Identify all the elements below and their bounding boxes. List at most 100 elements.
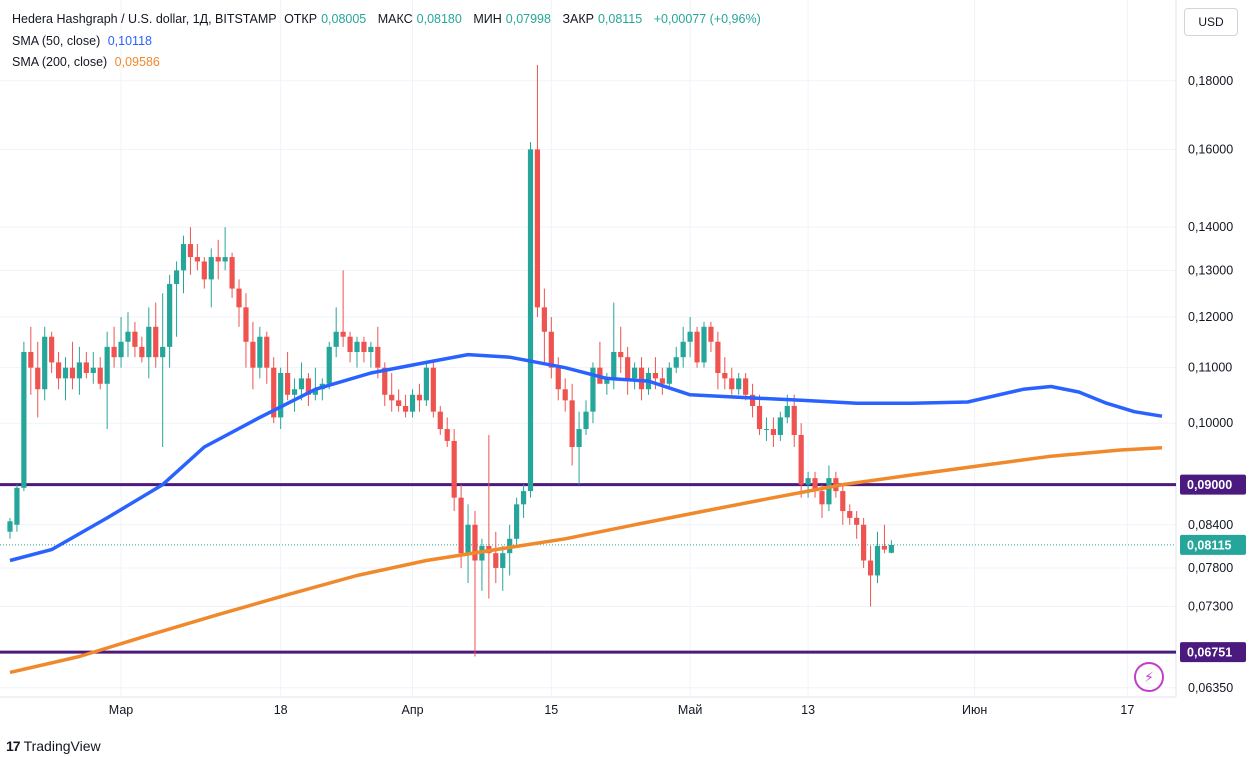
candle-body (42, 336, 48, 390)
candle-body (28, 351, 34, 368)
candle-body (402, 405, 409, 412)
horizontal-levels[interactable] (0, 483, 1176, 654)
candle-body (562, 389, 568, 401)
candle-body (590, 367, 596, 412)
candle-body (583, 411, 589, 430)
candle-body (687, 331, 693, 342)
candle-body (527, 149, 534, 492)
candle-body (139, 346, 145, 358)
candle-body (694, 331, 700, 363)
price-tick-label: 0,07300 (1188, 600, 1233, 614)
legend-sma200[interactable]: SMA (200, close) 0,09586 (12, 55, 164, 69)
candle-body (167, 283, 173, 347)
candle-body (340, 331, 346, 337)
time-tick-label: 13 (801, 703, 815, 717)
candle-body (180, 244, 187, 271)
open-value: 0,08005 (321, 12, 367, 26)
candle-body (111, 346, 117, 358)
candle-body (784, 405, 790, 418)
candle-body (409, 394, 416, 412)
high-label: МАКС (377, 12, 413, 26)
candle-body (458, 497, 464, 554)
candle-body (618, 351, 624, 358)
price-tick-label: 0,14000 (1188, 220, 1233, 234)
candle-body (354, 341, 360, 352)
close-label: ЗАКР (562, 12, 594, 26)
candle-body (208, 257, 214, 280)
candle-body (743, 378, 749, 395)
candle-body (798, 434, 804, 485)
candle-body (867, 560, 874, 576)
candle-body (55, 362, 62, 379)
candle-body (333, 331, 339, 347)
candle-body (97, 367, 103, 384)
candle-body (659, 378, 665, 384)
candle-body (132, 331, 138, 347)
sma50-line (9, 352, 1163, 563)
candle-body (791, 405, 797, 435)
candle-body (305, 378, 312, 395)
sma50-value: 0,10118 (107, 34, 152, 48)
candle-body (666, 367, 672, 384)
candle-body (312, 389, 318, 395)
level-price-tag (1180, 642, 1246, 663)
candle-body (125, 331, 131, 342)
candle-body (749, 394, 756, 406)
candle-body (652, 372, 659, 379)
candle-body (361, 341, 367, 352)
candle-body (187, 244, 194, 258)
level-price-label: 0,09000 (1187, 478, 1232, 492)
change-value: +0,00077 (+0,96%) (653, 12, 761, 26)
candle-body (229, 257, 235, 289)
legend-sma50[interactable]: SMA (50, close) 0,10118 (12, 34, 156, 48)
price-tick-label: 0,07800 (1188, 561, 1233, 575)
candle-body (715, 341, 721, 373)
candle-body (416, 394, 423, 401)
candle-body (257, 336, 263, 368)
time-tick-label: Июн (962, 703, 987, 717)
candle-body (264, 336, 270, 368)
candle-body (729, 378, 735, 390)
moving-averages (9, 352, 1163, 675)
low-label: МИН (473, 12, 502, 26)
candle-body (777, 417, 783, 435)
candle-body (555, 367, 561, 390)
candle-body (548, 331, 554, 368)
candle-body (736, 378, 742, 390)
candle-body (14, 487, 20, 525)
candle-body (7, 521, 13, 532)
price-tick-label: 0,12000 (1188, 310, 1233, 324)
tradingview-brand[interactable]: 17 TradingView (6, 738, 101, 754)
candle-body (874, 545, 881, 576)
candle-body (625, 357, 631, 379)
level-price-tag (1180, 474, 1246, 495)
candle-body (173, 270, 180, 284)
candle-body (430, 367, 436, 412)
candle-body (389, 394, 395, 401)
high-value: 0,08180 (416, 12, 462, 26)
candle-body (146, 326, 152, 358)
time-axis[interactable]: Мар 18 Апр 15 Май 13 Июн 17 (109, 703, 1135, 717)
currency-button[interactable]: USD (1184, 8, 1238, 36)
candle-body (840, 491, 846, 512)
time-tick-label: Май (678, 703, 703, 717)
legend-main: Hedera Hashgraph / U.S. dollar, 1Д, BITS… (12, 12, 765, 26)
candle-body (673, 357, 679, 368)
candle-body (423, 367, 429, 401)
candle-body (62, 367, 69, 379)
candle-body (222, 257, 228, 262)
lightning-icon[interactable]: ⚡ (1134, 662, 1164, 692)
candle-body (271, 367, 277, 418)
chart-grid (0, 0, 1177, 698)
candle-body (285, 372, 291, 395)
price-axis[interactable]: 0,18000 0,16000 0,14000 0,13000 0,12000 0,110… (1180, 74, 1246, 695)
candle-body (21, 351, 27, 488)
candle-body (514, 504, 520, 539)
candle-body (520, 491, 527, 505)
candle-body (201, 261, 207, 280)
candle-body (701, 326, 707, 363)
candle-body (722, 372, 728, 379)
candle-body (763, 429, 770, 431)
candle-body (451, 440, 457, 498)
